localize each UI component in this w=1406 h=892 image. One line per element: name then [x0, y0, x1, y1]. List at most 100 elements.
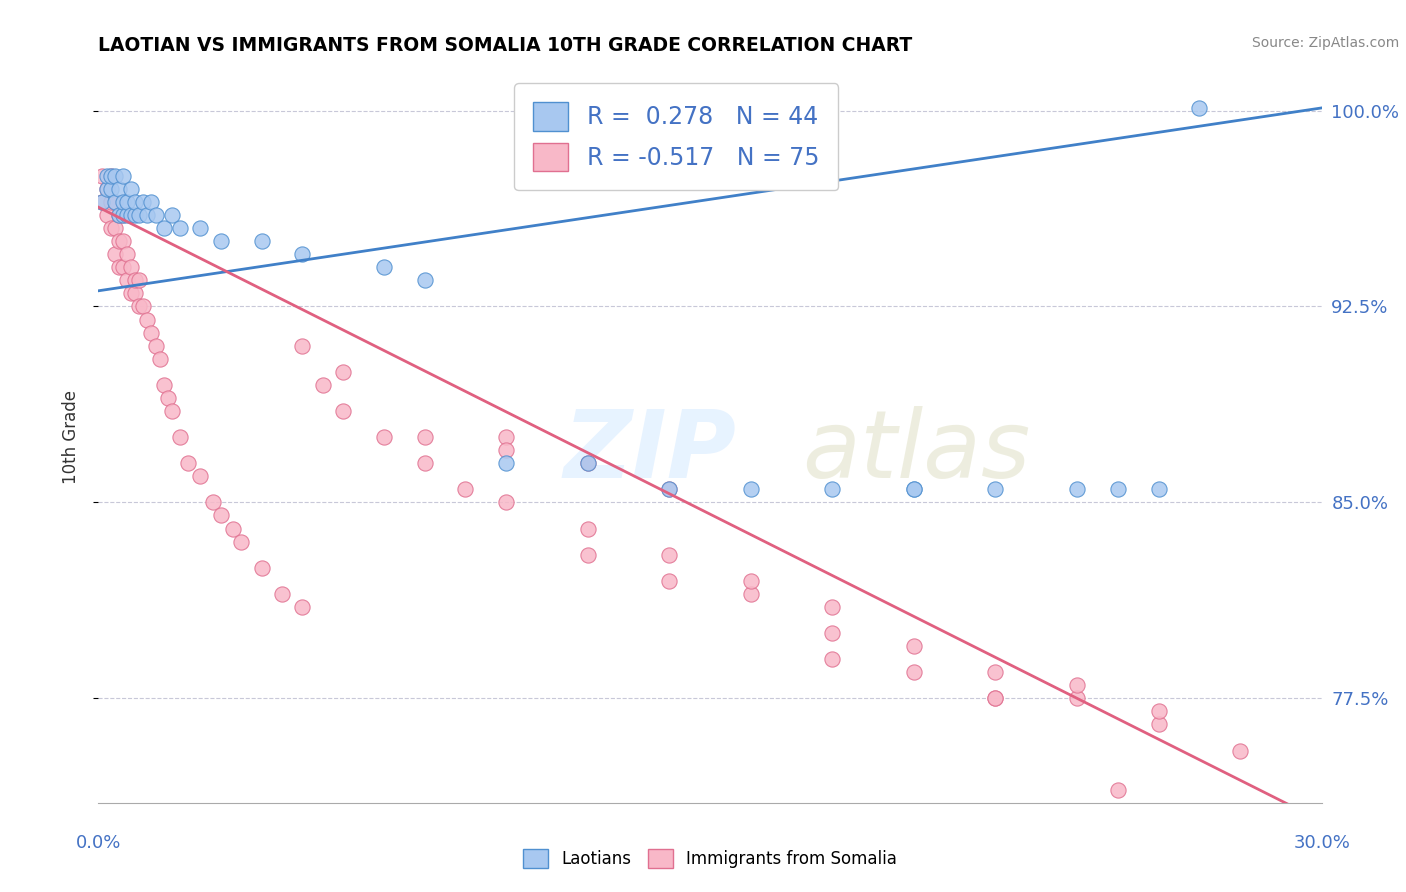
Point: [160, 404, 183, 418]
Point: [160, 208, 183, 222]
Point: [152, 221, 174, 235]
Point: [740, 483, 762, 497]
Point: [1066, 691, 1088, 706]
Point: [156, 391, 179, 405]
Point: [188, 469, 212, 483]
Point: [209, 234, 232, 248]
Point: [495, 495, 517, 509]
Point: [120, 260, 142, 275]
Point: [136, 312, 159, 326]
Point: [108, 208, 131, 222]
Text: ZIP: ZIP: [564, 406, 737, 498]
Point: [128, 300, 150, 314]
Point: [312, 377, 335, 392]
Point: [111, 234, 134, 248]
Point: [104, 194, 127, 209]
Point: [413, 430, 436, 444]
Text: 0.0%: 0.0%: [76, 834, 121, 852]
Point: [821, 652, 844, 666]
Point: [821, 599, 844, 614]
Point: [250, 234, 273, 248]
Point: [145, 339, 167, 353]
Point: [270, 587, 294, 601]
Point: [104, 221, 127, 235]
Point: [128, 273, 150, 287]
Text: Source: ZipAtlas.com: Source: ZipAtlas.com: [1251, 36, 1399, 50]
Point: [373, 430, 395, 444]
Point: [1147, 705, 1170, 719]
Text: atlas: atlas: [801, 406, 1031, 497]
Point: [124, 194, 146, 209]
Point: [124, 273, 146, 287]
Point: [413, 456, 436, 470]
Point: [740, 574, 762, 588]
Point: [1066, 483, 1088, 497]
Point: [128, 208, 150, 222]
Point: [1229, 743, 1251, 757]
Point: [108, 208, 131, 222]
Point: [821, 483, 844, 497]
Point: [250, 560, 273, 574]
Point: [188, 221, 212, 235]
Y-axis label: 10th Grade: 10th Grade: [62, 390, 80, 484]
Point: [222, 522, 245, 536]
Point: [96, 182, 118, 196]
Point: [576, 456, 599, 470]
Point: [291, 247, 314, 261]
Point: [100, 169, 122, 183]
Point: [91, 169, 114, 183]
Point: [1107, 782, 1129, 797]
Point: [821, 626, 844, 640]
Point: [141, 194, 163, 209]
Point: [658, 483, 681, 497]
Point: [96, 169, 118, 183]
Point: [96, 208, 118, 222]
Point: [132, 300, 155, 314]
Point: [201, 495, 224, 509]
Point: [108, 260, 131, 275]
Point: [984, 691, 1007, 706]
Point: [658, 548, 681, 562]
Point: [231, 534, 253, 549]
Point: [141, 326, 163, 340]
Point: [658, 574, 681, 588]
Text: 30.0%: 30.0%: [1294, 834, 1350, 852]
Point: [903, 483, 925, 497]
Point: [291, 339, 314, 353]
Point: [332, 365, 354, 379]
Point: [413, 273, 436, 287]
Point: [111, 169, 134, 183]
Point: [1188, 101, 1211, 115]
Text: LAOTIAN VS IMMIGRANTS FROM SOMALIA 10TH GRADE CORRELATION CHART: LAOTIAN VS IMMIGRANTS FROM SOMALIA 10TH …: [98, 36, 912, 54]
Point: [984, 665, 1007, 680]
Point: [576, 522, 599, 536]
Point: [903, 483, 925, 497]
Point: [104, 247, 127, 261]
Point: [177, 456, 200, 470]
Point: [903, 639, 925, 653]
Point: [984, 483, 1007, 497]
Point: [152, 377, 174, 392]
Point: [100, 169, 122, 183]
Point: [96, 182, 118, 196]
Point: [495, 443, 517, 458]
Point: [111, 208, 134, 222]
Point: [373, 260, 395, 275]
Point: [120, 286, 142, 301]
Point: [115, 273, 138, 287]
Point: [136, 208, 159, 222]
Legend: Laotians, Immigrants from Somalia: Laotians, Immigrants from Somalia: [516, 842, 904, 875]
Point: [115, 194, 138, 209]
Point: [495, 430, 517, 444]
Point: [454, 483, 477, 497]
Point: [120, 182, 142, 196]
Point: [169, 221, 191, 235]
Point: [291, 599, 314, 614]
Point: [108, 234, 131, 248]
Point: [149, 351, 172, 366]
Point: [100, 182, 122, 196]
Point: [111, 208, 134, 222]
Point: [100, 221, 122, 235]
Point: [108, 182, 131, 196]
Point: [111, 194, 134, 209]
